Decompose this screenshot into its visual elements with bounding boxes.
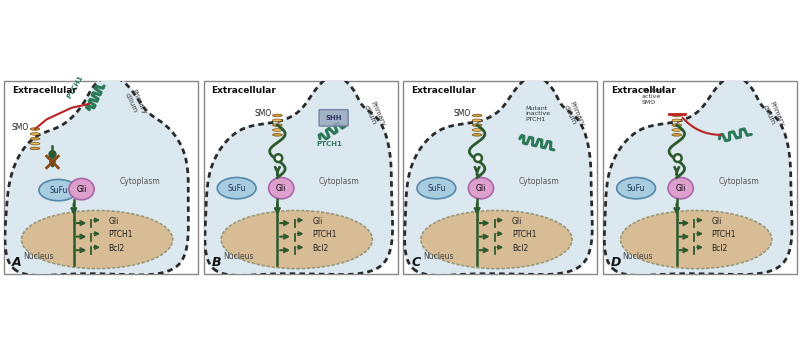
- Text: Gli: Gli: [109, 217, 119, 226]
- Text: Gli: Gli: [476, 184, 486, 193]
- Text: Bcl2: Bcl2: [109, 244, 125, 253]
- Ellipse shape: [217, 178, 256, 199]
- Text: Gli: Gli: [76, 185, 87, 193]
- Ellipse shape: [469, 178, 493, 199]
- Text: Primary
cilium: Primary cilium: [124, 89, 147, 119]
- Circle shape: [49, 151, 56, 158]
- Ellipse shape: [421, 211, 572, 269]
- Polygon shape: [405, 75, 592, 275]
- FancyBboxPatch shape: [319, 110, 348, 126]
- Ellipse shape: [672, 124, 682, 126]
- Ellipse shape: [30, 132, 40, 135]
- Ellipse shape: [672, 129, 682, 131]
- Text: PTCH1: PTCH1: [109, 230, 133, 239]
- Ellipse shape: [417, 178, 456, 199]
- Ellipse shape: [473, 124, 482, 126]
- Text: Bcl2: Bcl2: [312, 244, 328, 253]
- Ellipse shape: [672, 114, 682, 117]
- Ellipse shape: [221, 211, 372, 269]
- Ellipse shape: [39, 179, 78, 201]
- Text: Primary
cilium: Primary cilium: [762, 100, 785, 130]
- Ellipse shape: [22, 211, 173, 269]
- Text: A: A: [12, 256, 22, 269]
- Circle shape: [275, 154, 282, 162]
- Text: Extracellular: Extracellular: [12, 86, 77, 95]
- Ellipse shape: [272, 124, 282, 126]
- Text: Mutant
inactive
PTCH1: Mutant inactive PTCH1: [525, 106, 550, 122]
- Ellipse shape: [668, 178, 694, 199]
- Text: Nucleus: Nucleus: [223, 252, 254, 261]
- Text: Nucleus: Nucleus: [622, 252, 653, 261]
- Text: PTCH1: PTCH1: [512, 230, 537, 239]
- Ellipse shape: [30, 142, 40, 145]
- Text: Bcl2: Bcl2: [512, 244, 528, 253]
- Text: Gli: Gli: [711, 217, 722, 226]
- Text: PTCH1: PTCH1: [312, 230, 336, 239]
- Ellipse shape: [621, 211, 772, 269]
- Text: Cytoplasm: Cytoplasm: [319, 177, 360, 186]
- Ellipse shape: [473, 129, 482, 131]
- Text: Mutant
active
SMO: Mutant active SMO: [642, 88, 664, 105]
- Text: SMO: SMO: [12, 122, 29, 132]
- Ellipse shape: [473, 119, 482, 122]
- Ellipse shape: [268, 178, 294, 199]
- Text: Primary
cilium: Primary cilium: [363, 100, 386, 130]
- Ellipse shape: [30, 137, 40, 140]
- Text: SHH: SHH: [325, 115, 342, 121]
- Text: SuFu: SuFu: [227, 184, 246, 193]
- Text: Cytoplasm: Cytoplasm: [718, 177, 759, 186]
- Text: Bcl2: Bcl2: [711, 244, 728, 253]
- Text: Cytoplasm: Cytoplasm: [519, 177, 560, 186]
- Polygon shape: [604, 75, 792, 275]
- Text: B: B: [211, 256, 221, 269]
- Ellipse shape: [272, 119, 282, 122]
- Ellipse shape: [473, 133, 482, 136]
- Text: Nucleus: Nucleus: [423, 252, 453, 261]
- Text: SuFu: SuFu: [627, 184, 646, 193]
- Text: Gli: Gli: [312, 217, 323, 226]
- Text: Cytoplasm: Cytoplasm: [119, 177, 160, 186]
- Text: Extracellular: Extracellular: [211, 86, 276, 95]
- Text: SuFu: SuFu: [427, 184, 445, 193]
- Ellipse shape: [672, 119, 682, 122]
- Ellipse shape: [272, 114, 282, 117]
- Text: Gli: Gli: [512, 217, 522, 226]
- Polygon shape: [205, 75, 392, 275]
- Text: Extracellular: Extracellular: [411, 86, 476, 95]
- Text: C: C: [411, 256, 421, 269]
- Ellipse shape: [30, 147, 40, 150]
- Text: SuFu: SuFu: [49, 186, 67, 195]
- Text: Primary
cilium: Primary cilium: [562, 100, 586, 130]
- Text: PTCH1: PTCH1: [66, 75, 84, 100]
- Circle shape: [674, 154, 682, 162]
- Ellipse shape: [272, 133, 282, 136]
- Text: Nucleus: Nucleus: [23, 252, 54, 261]
- Text: Gli: Gli: [675, 184, 686, 193]
- Text: D: D: [611, 256, 622, 269]
- Ellipse shape: [272, 129, 282, 131]
- Text: Gli: Gli: [276, 184, 287, 193]
- Polygon shape: [5, 77, 188, 275]
- Text: PTCH1: PTCH1: [711, 230, 736, 239]
- Ellipse shape: [672, 133, 682, 136]
- Text: SMO: SMO: [254, 109, 272, 118]
- Ellipse shape: [473, 114, 482, 117]
- Text: PTCH1: PTCH1: [316, 142, 343, 147]
- Circle shape: [474, 154, 482, 162]
- Ellipse shape: [69, 179, 95, 200]
- Ellipse shape: [30, 128, 40, 130]
- Ellipse shape: [617, 178, 655, 199]
- Text: Extracellular: Extracellular: [611, 86, 676, 95]
- Text: SMO: SMO: [454, 109, 471, 118]
